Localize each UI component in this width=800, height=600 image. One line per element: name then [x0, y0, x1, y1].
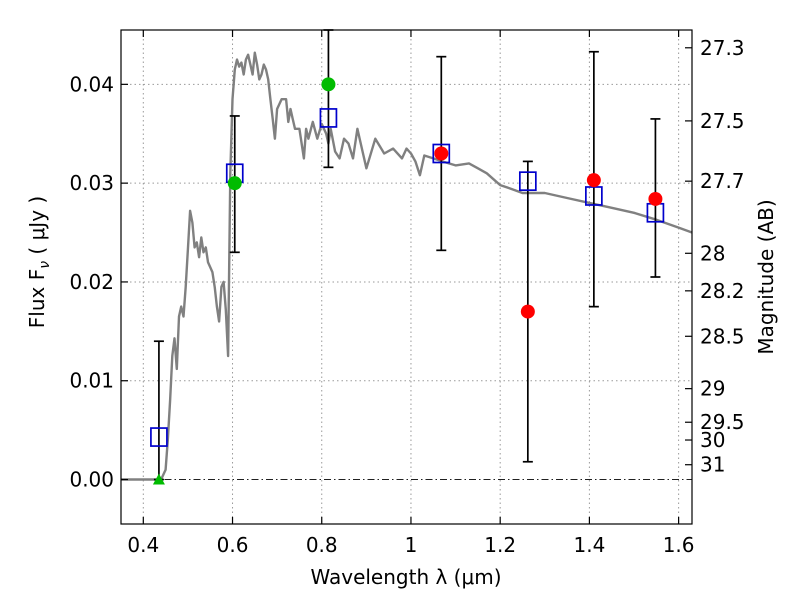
y-axis-label-main: Flux F: [25, 269, 49, 328]
y-axis-label-sub: ν: [37, 261, 53, 269]
x-tick-label: 1.2: [484, 533, 516, 557]
model-flux-box: [319, 108, 338, 128]
x-tick-label: 0.8: [306, 533, 338, 557]
y-axis-label: Flux Fν ( μJy ): [25, 196, 53, 328]
x-tick-label: 1.4: [573, 533, 605, 557]
model-flux-box: [518, 171, 537, 192]
y-tick-label: 0.04: [69, 72, 114, 96]
model-spectrum-line: [121, 51, 693, 481]
observed-flux-point: [434, 146, 449, 161]
photometry-points: [150, 29, 665, 485]
y2-tick-label: 27.5: [700, 109, 745, 133]
y2-tick-label: 28: [700, 241, 725, 265]
y2-tick-label: 29: [700, 377, 725, 401]
x-axis-label: Wavelength λ (μm): [310, 565, 501, 589]
y2-tick-label: 30: [700, 428, 725, 452]
y-tick-label: 0.01: [69, 369, 114, 393]
y2-tick-label: 27.3: [700, 36, 745, 60]
observed-flux-point: [520, 304, 535, 319]
y2-tick-label: 27.7: [700, 169, 745, 193]
observed-flux-point: [586, 173, 601, 188]
observed-flux-point: [648, 191, 663, 206]
y-tick-label: 0.02: [69, 270, 114, 294]
model-flux-box: [150, 427, 168, 447]
grid-lines: [121, 30, 692, 524]
observed-upper-limit-marker: [152, 473, 165, 485]
plot-frame: [120, 29, 693, 525]
x-tick-label: 0.4: [127, 533, 159, 557]
y-axis-ticks: 0.00 0.01 0.02 0.03 0.04: [69, 72, 128, 492]
y2-axis-label: Magnitude (AB): [754, 199, 778, 354]
model-flux-box: [432, 143, 451, 164]
observed-flux-point: [227, 176, 242, 191]
x-tick-label: 0.6: [217, 533, 249, 557]
y2-tick-label: 31: [700, 453, 725, 477]
x-axis-ticks: 0.4 0.6 0.8 1 1.2 1.4 1.6: [127, 30, 695, 557]
y2-tick-label: 28.2: [700, 279, 745, 303]
y2-tick-label: 28.5: [700, 324, 745, 348]
x-tick-label: 1: [405, 533, 418, 557]
y-axis-label-unit: ( μJy ): [25, 196, 49, 261]
y2-tick-label: 29.5: [700, 410, 745, 434]
y-tick-label: 0.03: [69, 171, 114, 195]
x-tick-label: 1.6: [663, 533, 695, 557]
observed-flux-point: [321, 77, 336, 92]
y-tick-label: 0.00: [69, 468, 114, 492]
